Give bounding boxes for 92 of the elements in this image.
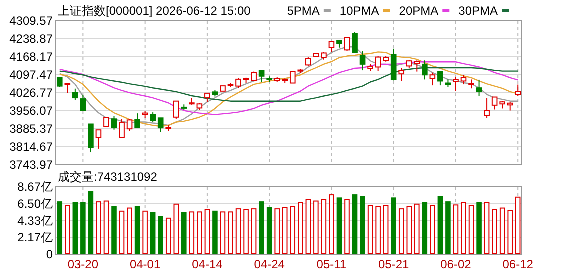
bar: [282, 207, 288, 254]
bar: [142, 210, 148, 254]
legend-label: 20PMA: [399, 4, 439, 18]
bar: [290, 206, 296, 254]
bar: [119, 210, 125, 254]
x-tick-label: 05-21: [378, 258, 410, 272]
bar: [150, 212, 156, 254]
bar: [166, 218, 172, 254]
y-tick-label: 3885.37: [10, 122, 54, 136]
bar: [57, 202, 63, 254]
bar: [484, 202, 490, 254]
y-tick-label: 4238.87: [10, 32, 54, 46]
x-tick-label: 05-11: [316, 258, 347, 272]
bar: [298, 202, 304, 254]
bar: [212, 210, 218, 254]
bar: [391, 198, 396, 254]
bar: [65, 205, 70, 254]
bar: [236, 208, 242, 254]
x-tick-label: 06-02: [440, 258, 472, 272]
chart-title: 成交量:743131092: [58, 170, 158, 184]
chart-title: 上证指数[000001] 2026-06-12 15:00: [58, 4, 252, 18]
y-tick-label: 2.17亿: [18, 230, 53, 245]
bar: [80, 202, 86, 254]
bar: [344, 199, 350, 254]
bar: [306, 199, 312, 254]
bar: [244, 209, 249, 254]
bar: [368, 205, 374, 254]
y-tick-label: 3956.07: [10, 104, 54, 118]
bar: [189, 212, 195, 254]
legend-label: 5PMA: [287, 4, 320, 18]
bar: [329, 194, 334, 254]
bar: [251, 208, 257, 254]
bar: [174, 204, 180, 254]
bar: [104, 200, 110, 254]
bar: [158, 216, 164, 254]
y-tick-label: 3743.97: [10, 158, 54, 172]
bar: [274, 208, 280, 254]
y-tick-label: 4026.77: [10, 86, 54, 100]
bar: [314, 200, 319, 254]
y-tick-label: 8.67亿: [18, 180, 53, 194]
bar: [414, 204, 420, 254]
bar: [500, 208, 506, 254]
bar: [88, 191, 94, 254]
bar: [336, 198, 342, 254]
bar: [96, 202, 102, 254]
bar: [461, 202, 466, 254]
y-tick-label: 0: [46, 248, 54, 262]
candlestick: [360, 50, 366, 72]
bar: [398, 208, 404, 254]
bar: [508, 210, 513, 254]
bar: [376, 206, 381, 254]
bar: [204, 209, 210, 254]
bar: [127, 208, 132, 254]
bar: [182, 212, 187, 254]
y-tick-label: 4309.57: [10, 14, 54, 28]
bar: [438, 196, 444, 254]
bar: [259, 202, 264, 254]
bar: [321, 199, 327, 254]
bar: [422, 202, 428, 254]
bar: [383, 205, 389, 254]
candlestick: [460, 74, 467, 86]
bar: [406, 206, 412, 254]
bar: [476, 202, 482, 254]
bar: [112, 206, 117, 254]
bar: [266, 207, 272, 254]
candlestick: [453, 76, 459, 92]
bar: [492, 209, 498, 254]
bar: [446, 202, 451, 254]
bar: [352, 194, 358, 254]
y-tick-label: 3814.67: [10, 140, 54, 154]
bar: [220, 212, 226, 254]
x-tick-label: 04-14: [192, 258, 224, 272]
bar: [468, 205, 474, 254]
candlestick: [445, 79, 452, 88]
bar: [228, 212, 234, 254]
x-tick-label: 04-01: [130, 258, 161, 272]
bar: [197, 212, 202, 254]
y-tick-label: 6.50亿: [18, 196, 53, 211]
bar: [72, 202, 78, 254]
y-tick-label: 4097.47: [10, 68, 54, 82]
bar: [515, 196, 521, 254]
legend-label: 30PMA: [458, 4, 498, 18]
y-tick-label: 4168.17: [10, 50, 54, 64]
legend-label: 10PMA: [340, 4, 380, 18]
x-tick-label: 06-12: [502, 258, 534, 272]
bar: [453, 204, 459, 254]
x-tick-label: 03-20: [68, 258, 99, 272]
x-tick-label: 04-24: [254, 258, 286, 272]
bar: [134, 206, 140, 254]
bar: [430, 205, 436, 254]
y-tick-label: 4.33亿: [18, 214, 53, 228]
bar: [360, 196, 366, 254]
